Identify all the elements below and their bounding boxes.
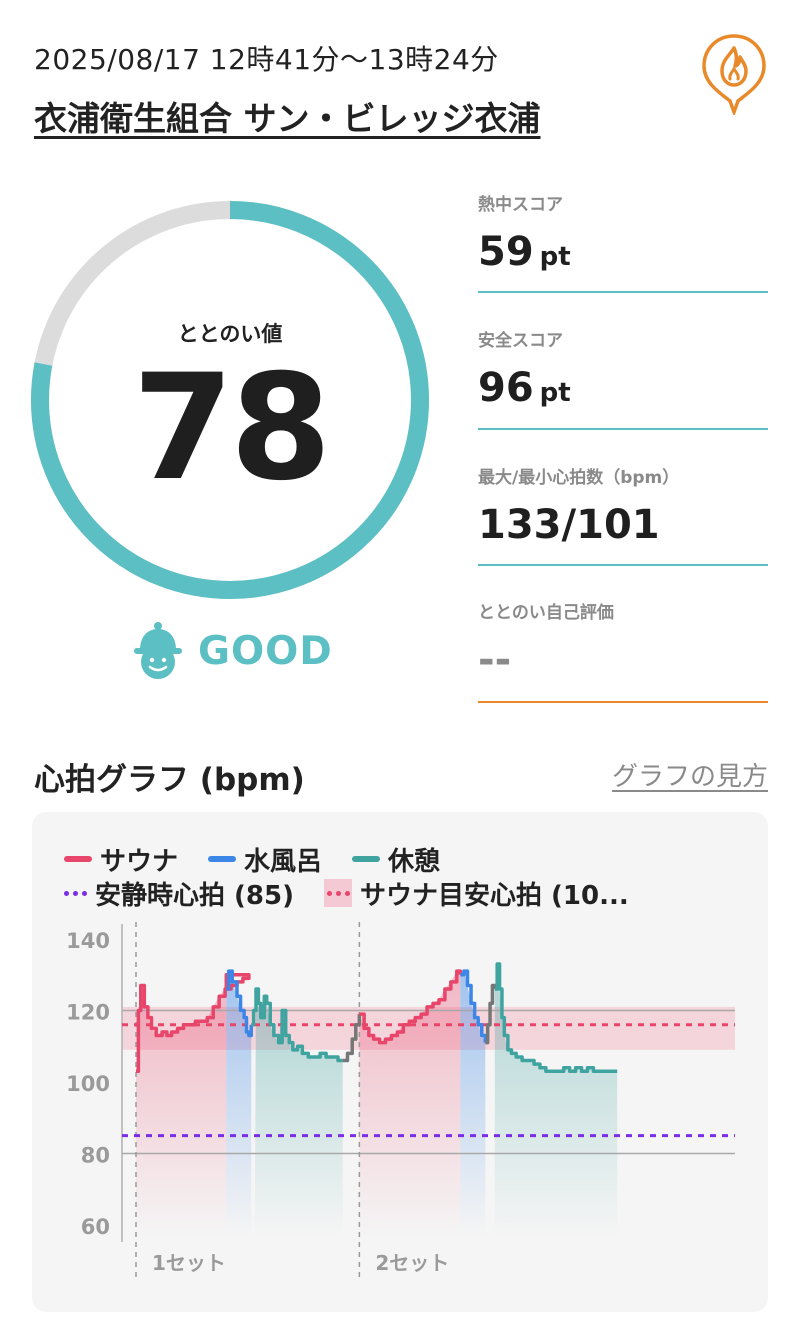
phase-band-rest [254, 989, 343, 1237]
venue-name-link[interactable]: 衣浦衛生組合 サン・ビレッジ衣浦 [34, 99, 541, 138]
divider [478, 428, 768, 430]
stat-value: 59 pt [478, 229, 571, 275]
legend-cold-bath: 水風呂 [208, 841, 322, 878]
set-label: 2セット [375, 1251, 449, 1275]
stat-heart-rate: 最大/最小心拍数（bpm） 133/101 [478, 463, 768, 548]
divider [478, 564, 768, 566]
graph-title: 心拍グラフ (bpm) [34, 762, 305, 798]
gauge-value: 78 [132, 343, 331, 513]
stat-label: 安全スコア [478, 331, 563, 351]
stat-safety-score: 安全スコア 96 pt [478, 326, 768, 411]
stat-value: 133/101 [478, 502, 660, 548]
hr-series-sauna [136, 973, 251, 1074]
heart-rate-chart: 140 120 100 80 60 1セット 2セット [66, 922, 735, 1282]
phase-band-sauna [136, 985, 227, 1237]
graph-help-link[interactable]: グラフの見方 [611, 762, 768, 792]
y-tick-label: 120 [66, 1001, 110, 1025]
legend-sauna-target: サウナ目安心拍 (10... [324, 875, 629, 912]
sauna-fire-pin-icon[interactable] [700, 33, 768, 115]
gauge-label: ととのい値 [177, 322, 283, 346]
hr-series-cold-bath [226, 969, 253, 1038]
hr-series-gap [342, 1014, 362, 1063]
hr-series-rest [494, 962, 618, 1074]
phase-band-cold-bath [226, 971, 252, 1237]
phase-band-cold-bath [460, 971, 486, 1237]
stat-label: 最大/最小心拍数（bpm） [478, 468, 680, 488]
stat-value: -- [478, 637, 512, 683]
legend-sauna: サウナ [64, 841, 178, 878]
divider [478, 291, 768, 293]
chart-legend: サウナ 水風呂 休憩 安静時心拍 (85) サウナ目安心拍 (10... [64, 841, 744, 912]
y-tick-label: 60 [81, 1215, 110, 1239]
gauge-fill [31, 201, 429, 599]
stat-heat-score: 熱中スコア 59 pt [478, 190, 768, 275]
y-tick-label: 100 [66, 1072, 110, 1096]
phase-band-sauna [359, 971, 461, 1237]
y-tick-label: 80 [81, 1144, 110, 1168]
stat-self-eval[interactable]: ととのい自己評価 -- [478, 598, 768, 683]
session-datetime: 2025/08/17 12時41分〜13時24分 [34, 43, 499, 76]
hr-series-cold-bath [460, 969, 488, 1043]
stat-label: 熱中スコア [478, 195, 563, 215]
totonoi-gauge [31, 201, 429, 599]
divider [478, 701, 768, 703]
set-label: 1セット [152, 1251, 226, 1275]
y-tick-label: 140 [66, 929, 110, 953]
stat-value: 96 pt [478, 365, 571, 411]
legend-rest: 休憩 [352, 841, 440, 878]
legend-resting-hr: 安静時心拍 (85) [64, 875, 294, 912]
stat-label: ととのい自己評価 [478, 603, 614, 623]
hr-series-gap [485, 983, 497, 1045]
hr-series-rest [251, 987, 343, 1063]
helmet-face-icon [134, 622, 182, 679]
hr-series-sauna [359, 969, 463, 1045]
phase-band-rest [494, 964, 618, 1237]
rating-badge: GOOD [132, 620, 333, 682]
rating-label: GOOD [198, 628, 333, 674]
